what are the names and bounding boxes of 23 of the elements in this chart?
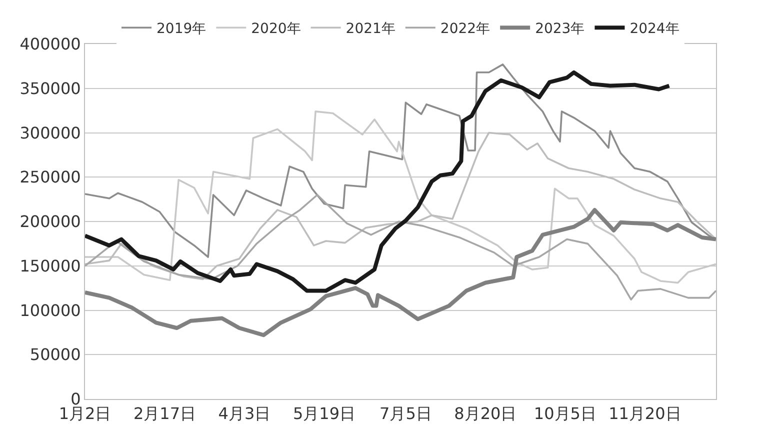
x-tick-label: 10月5日	[534, 404, 596, 424]
y-tick-label: 150000	[20, 256, 81, 276]
x-tick-label: 1月2日	[58, 404, 112, 424]
x-tick-label: 4月3日	[218, 404, 271, 424]
y-tick-label: 100000	[20, 300, 81, 320]
y-tick-label: 200000	[20, 212, 81, 232]
legend-label: 2021年	[346, 21, 396, 38]
legend-label: 2019年	[156, 21, 206, 38]
y-tick-label: 50000	[30, 345, 81, 364]
y-tick-label: 300000	[20, 123, 81, 142]
x-tick-label: 5月19日	[292, 404, 356, 424]
legend-label: 2024年	[630, 21, 680, 38]
x-tick-label: 2月17日	[133, 404, 196, 424]
legend-label: 2022年	[440, 21, 490, 38]
y-tick-label: 350000	[20, 78, 81, 98]
x-tick-label: 11月20日	[608, 404, 682, 424]
line-series	[85, 70, 672, 293]
x-tick-label: 8月20日	[454, 404, 517, 424]
legend-label: 2020年	[251, 21, 301, 38]
y-tick-label: 400000	[20, 34, 81, 54]
y-tick-label: 250000	[20, 168, 81, 187]
legend-label: 2023年	[535, 21, 585, 38]
x-tick-label: 7月5日	[380, 404, 432, 424]
